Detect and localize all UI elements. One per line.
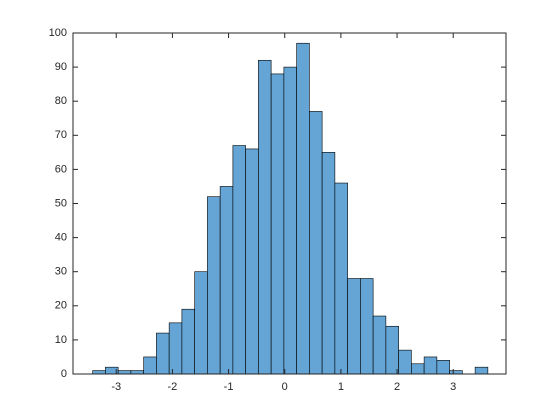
x-tick-label: 3 (450, 381, 456, 393)
bar (309, 111, 323, 375)
bar (270, 73, 285, 375)
y-tick-label: 20 (55, 300, 67, 312)
bar (449, 370, 463, 375)
bar (385, 325, 399, 375)
x-tick-label: 0 (282, 381, 288, 393)
bar (181, 308, 195, 375)
y-tick-label: 90 (55, 61, 67, 73)
y-tick-label: 50 (55, 197, 67, 209)
x-tick-label: -3 (111, 381, 121, 393)
bar (194, 271, 208, 375)
bar (296, 42, 310, 375)
bar (168, 322, 183, 375)
x-tick-label: -2 (168, 381, 178, 393)
y-tick-label: 0 (61, 368, 67, 380)
bar (117, 370, 132, 375)
bar (245, 148, 259, 375)
bar (334, 182, 348, 375)
bar (283, 66, 297, 375)
bar (258, 59, 272, 375)
bar (423, 356, 438, 375)
bar (92, 370, 106, 375)
y-tick-label: 100 (49, 27, 67, 39)
x-tick-label: -1 (224, 381, 234, 393)
y-tick-label: 70 (55, 129, 67, 141)
bar (436, 360, 450, 375)
bar (474, 366, 489, 375)
x-tick-label: 2 (394, 381, 400, 393)
bar (398, 349, 412, 375)
bar (130, 370, 144, 375)
bar (143, 356, 157, 375)
bar (321, 152, 336, 375)
bar (156, 332, 170, 375)
y-tick-label: 10 (55, 334, 67, 346)
bar (411, 363, 425, 375)
bar (347, 278, 361, 375)
y-tick-label: 40 (55, 232, 67, 244)
bar (372, 315, 387, 375)
x-tick-label: 1 (338, 381, 344, 393)
y-tick-label: 60 (55, 163, 67, 175)
bar (219, 186, 234, 375)
y-tick-label: 30 (55, 266, 67, 278)
bar (207, 196, 221, 375)
y-tick-label: 80 (55, 95, 67, 107)
bar (232, 145, 246, 375)
bar (360, 278, 374, 375)
